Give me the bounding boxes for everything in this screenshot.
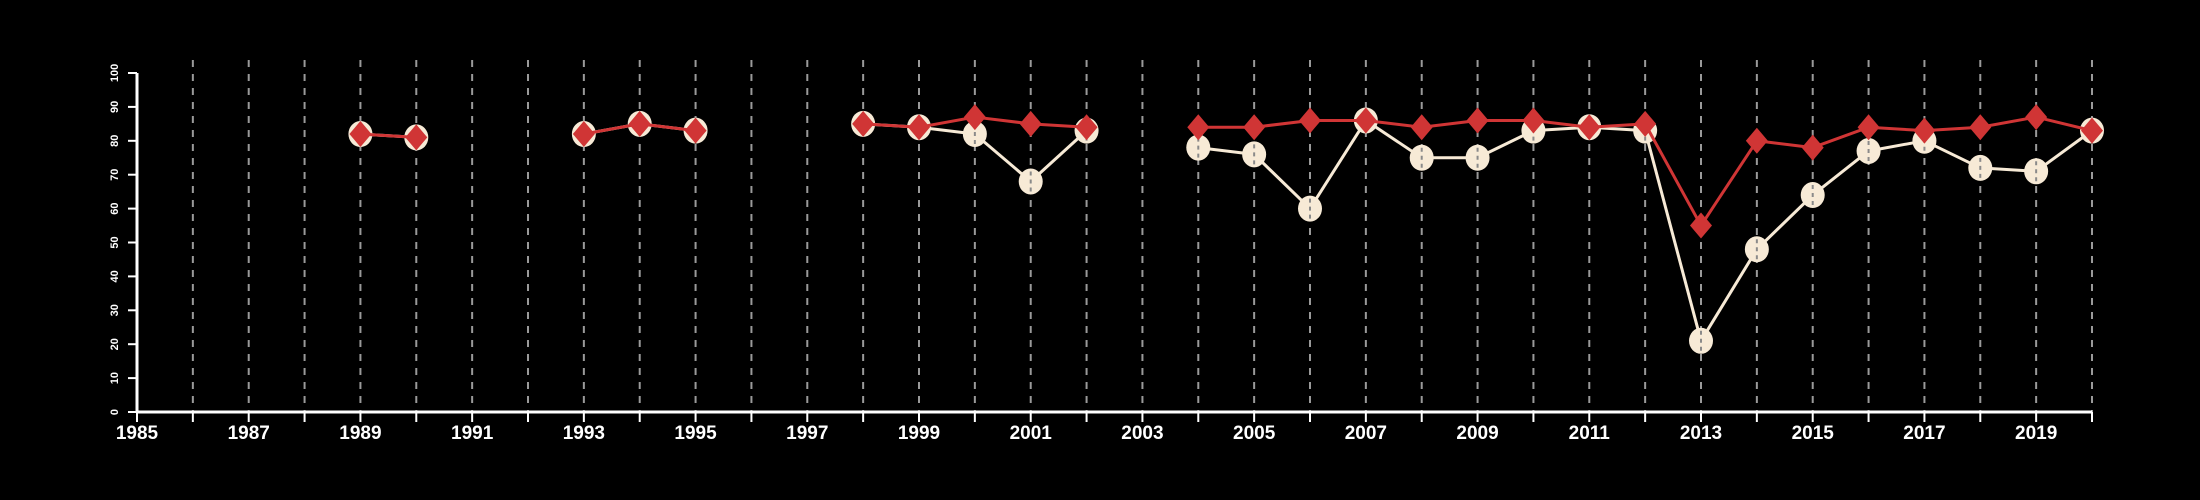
- series-red: [349, 104, 2103, 239]
- x-tick-label: 2005: [1233, 423, 1276, 444]
- x-tick-label: 2001: [1010, 423, 1053, 444]
- data-point-diamond: [1075, 114, 1098, 141]
- series-cream: [348, 107, 2104, 354]
- y-tick-label: 20: [109, 338, 121, 350]
- series: [348, 104, 2104, 354]
- tick-labels: 1985 1987 1989 1991 1993 1995 1997 1999 2001 2003…: [109, 64, 2057, 444]
- axes: [128, 72, 2093, 422]
- data-point-diamond: [908, 114, 930, 141]
- gridlines: [191, 60, 2093, 412]
- series-line-segment: [1643, 130, 1703, 342]
- y-tick-label: 100: [109, 64, 121, 82]
- data-point-diamond: [2025, 104, 2048, 131]
- y-tick-label: 60: [109, 202, 121, 214]
- data-point-diamond: [349, 121, 372, 148]
- x-tick-label: 1987: [228, 423, 270, 444]
- series-line-segment: [1699, 139, 1759, 227]
- y-tick-label: 70: [109, 169, 121, 181]
- data-point-diamond: [963, 104, 986, 131]
- x-tick-label: 1989: [339, 423, 381, 444]
- y-tick-label: 50: [109, 236, 121, 248]
- series-line-segment: [1812, 125, 1870, 149]
- x-tick-label: 2007: [1345, 423, 1387, 444]
- data-point-diamond: [1019, 110, 1042, 137]
- x-tick-label: 2015: [1792, 423, 1835, 444]
- data-point-diamond: [628, 110, 651, 137]
- series-line-segment: [1253, 153, 1312, 210]
- x-tick-label: 2019: [2015, 423, 2057, 444]
- x-tick-label: 2009: [1456, 423, 1498, 444]
- x-tick-label: 2013: [1680, 423, 1722, 444]
- data-point-diamond: [1522, 107, 1545, 134]
- series-line-segment: [1755, 193, 1814, 251]
- y-tick-label: 80: [109, 135, 121, 147]
- data-point-diamond: [1299, 107, 1321, 134]
- series-line-segment: [1308, 119, 1368, 210]
- series-line-segment: [1643, 123, 1703, 227]
- x-tick-label: 2003: [1121, 423, 1163, 444]
- x-tick-label: 1997: [786, 423, 828, 444]
- data-point-diamond: [1243, 114, 1266, 141]
- data-point-diamond: [1801, 134, 1824, 161]
- series-line-segment: [2035, 115, 2093, 133]
- data-point-diamond: [1187, 114, 1210, 141]
- data-point-diamond: [2081, 117, 2103, 144]
- data-point-diamond: [1578, 114, 1601, 141]
- y-tick-label: 10: [109, 372, 121, 384]
- data-point-diamond: [1690, 212, 1712, 239]
- y-tick-label: 30: [109, 304, 121, 316]
- data-point-diamond: [1857, 114, 1880, 141]
- data-point-diamond: [1913, 117, 1936, 144]
- x-tick-label: 1995: [674, 423, 717, 444]
- x-tick-label: 2017: [1903, 423, 1945, 444]
- data-point-diamond: [1745, 127, 1768, 154]
- data-point-diamond: [852, 110, 875, 137]
- data-point-diamond: [1466, 107, 1489, 134]
- data-point-diamond: [1634, 110, 1657, 137]
- x-tick-label: 1985: [116, 423, 159, 444]
- data-point-diamond: [1969, 114, 1992, 141]
- data-point-diamond: [684, 117, 707, 144]
- data-point-diamond: [572, 121, 595, 148]
- x-tick-label: 1991: [451, 423, 494, 444]
- x-tick-label: 1993: [563, 423, 605, 444]
- y-tick-label: 0: [109, 409, 121, 415]
- series-line-segment: [1029, 129, 1088, 183]
- y-tick-label: 40: [109, 270, 121, 282]
- series-line-segment: [1699, 248, 1759, 342]
- x-tick-label: 1999: [898, 423, 940, 444]
- data-point-diamond: [405, 124, 428, 151]
- data-point-diamond: [1354, 107, 1377, 134]
- data-point-diamond: [1410, 114, 1433, 141]
- x-tick-label: 2011: [1569, 423, 1611, 444]
- y-tick-label: 90: [109, 101, 121, 113]
